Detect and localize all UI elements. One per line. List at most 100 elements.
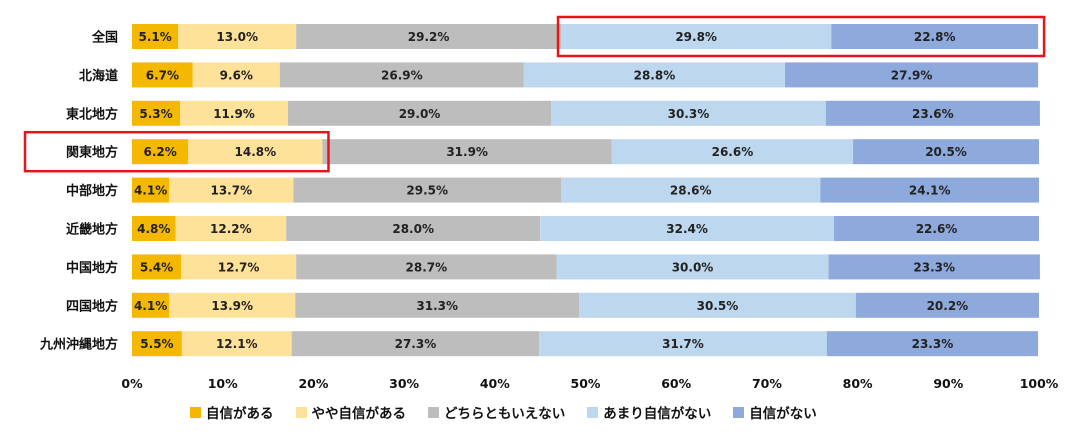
bar-segment <box>296 24 562 49</box>
bar-segment <box>820 177 1039 203</box>
data-label: 13.7% <box>210 184 252 198</box>
data-label: 12.1% <box>216 337 258 351</box>
data-label: 9.6% <box>220 68 253 82</box>
bar-segment <box>192 62 280 88</box>
data-label: 22.6% <box>916 222 958 236</box>
legend-item: あまり自信がない <box>587 402 711 422</box>
bar-segment <box>855 292 1039 318</box>
data-label: 28.0% <box>392 222 434 236</box>
bar-segment <box>293 177 562 203</box>
bar-segment <box>286 216 541 241</box>
legend-item: 自信がない <box>733 402 817 422</box>
legend-label: やや自信がある <box>311 406 407 422</box>
data-label: 23.3% <box>912 337 954 351</box>
category-label: 全国 <box>91 30 118 46</box>
bar-segment <box>132 24 179 49</box>
data-label: 14.8% <box>235 145 277 159</box>
legend-item: やや自信がある <box>295 402 407 422</box>
legend-swatch <box>190 406 201 418</box>
bar-segment <box>132 177 170 203</box>
bar-segment <box>853 139 1039 165</box>
data-label: 30.5% <box>697 299 739 313</box>
data-label: 28.7% <box>406 260 448 274</box>
highlight-frame <box>556 15 1046 58</box>
data-label: 32.4% <box>666 222 708 236</box>
data-label: 31.9% <box>446 145 488 159</box>
data-label: 12.7% <box>218 260 260 274</box>
category-label: 中国地方 <box>66 260 118 276</box>
bar-segment <box>279 62 524 88</box>
bar-segment <box>178 24 297 49</box>
data-label: 5.4% <box>140 260 173 274</box>
bar-segment <box>556 254 829 280</box>
bar-segment <box>295 292 580 318</box>
data-label: 6.7% <box>146 68 179 82</box>
bar-segment <box>175 216 287 241</box>
x-tick-label: 70% <box>752 376 782 391</box>
legend-swatch <box>295 406 307 418</box>
x-tick-label: 0% <box>121 376 143 391</box>
bar-segment <box>322 139 612 165</box>
data-label: 4.1% <box>134 184 167 198</box>
legend-label: どちらともいえない <box>444 406 566 422</box>
data-label: 20.5% <box>925 145 967 159</box>
bar-segment <box>132 62 193 88</box>
x-tick-label: 80% <box>843 376 873 391</box>
bar-segment <box>785 62 1039 88</box>
bar-segment <box>539 331 827 357</box>
data-label: 27.9% <box>891 68 933 82</box>
bar-segment <box>180 100 289 126</box>
bar-segment <box>561 24 832 49</box>
bar-segment <box>540 216 835 241</box>
category-label: 中部地方 <box>66 183 118 199</box>
data-label: 4.1% <box>134 299 167 313</box>
legend-item: どちらともいえない <box>428 402 565 422</box>
data-label: 28.8% <box>634 68 676 82</box>
bar-segment <box>288 100 552 126</box>
bar-segment <box>132 292 170 318</box>
data-label: 24.1% <box>909 184 951 198</box>
bar-segment <box>831 24 1039 49</box>
data-label: 29.8% <box>675 30 717 44</box>
bar-segment <box>188 139 323 165</box>
bar-segment <box>551 100 826 126</box>
bar-segment <box>561 177 821 203</box>
x-tick-label: 90% <box>933 376 963 391</box>
bar-segment <box>611 139 854 165</box>
data-label: 20.2% <box>927 299 969 313</box>
x-tick-label: 60% <box>661 376 691 391</box>
bar-segment <box>132 100 181 126</box>
category-label: 関東地方 <box>66 145 118 161</box>
bar-segment <box>834 216 1039 241</box>
bar-segment <box>181 331 292 357</box>
legend-label: 自信がある <box>206 406 274 422</box>
bar-segment <box>291 331 540 357</box>
bar-segment <box>169 177 294 203</box>
bar-segment <box>296 254 557 280</box>
x-tick-label: 20% <box>298 376 328 391</box>
highlight-frame <box>23 130 330 173</box>
data-label: 26.9% <box>381 68 423 82</box>
data-label: 22.8% <box>914 30 956 44</box>
legend-swatch <box>587 406 599 418</box>
category-label: 九州沖縄地方 <box>39 337 118 353</box>
data-label: 31.7% <box>662 337 704 351</box>
category-label: 四国地方 <box>66 298 118 314</box>
x-tick-label: 100% <box>1020 376 1059 391</box>
bar-segment <box>180 254 297 280</box>
legend-item: 自信がある <box>190 402 274 422</box>
data-label: 29.5% <box>406 184 448 198</box>
x-tick-label: 30% <box>389 376 419 391</box>
category-label: 北海道 <box>79 68 118 84</box>
data-label: 5.5% <box>140 337 173 351</box>
category-label: 東北地方 <box>66 106 118 122</box>
bar-segment <box>132 216 176 241</box>
x-tick-label: 10% <box>208 376 238 391</box>
legend-label: あまり自信がない <box>603 406 712 422</box>
bar-segment <box>828 254 1040 280</box>
data-label: 29.0% <box>399 107 441 121</box>
data-label: 5.1% <box>138 30 171 44</box>
data-label: 12.2% <box>210 222 252 236</box>
data-label: 5.3% <box>139 107 172 121</box>
data-label: 31.3% <box>416 299 458 313</box>
